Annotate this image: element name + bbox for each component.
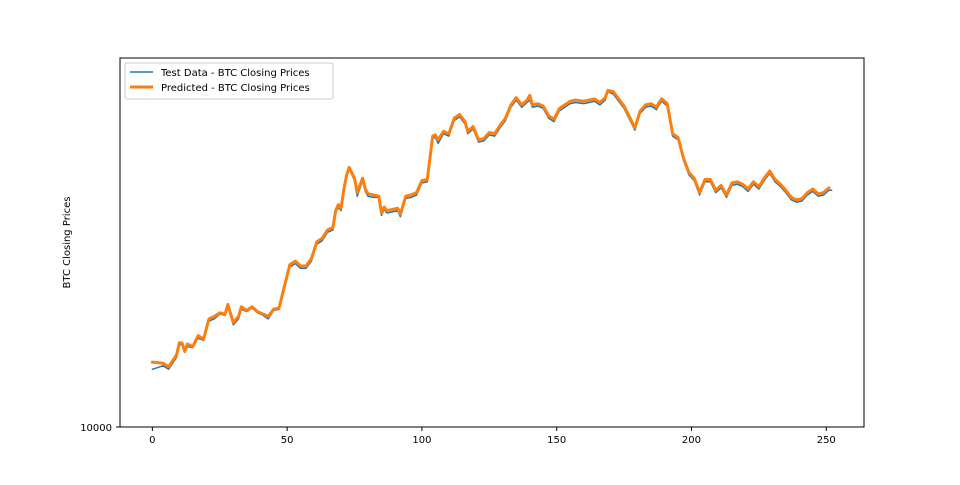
x-tick-label: 100 (412, 435, 431, 446)
plot-area (150, 88, 833, 371)
legend-box (124, 62, 334, 100)
legend: Test Data - BTC Closing Prices Predicted… (124, 62, 334, 100)
x-tick-label: 150 (547, 435, 566, 446)
series-line-predicted (150, 88, 831, 369)
y-axis: 10000 (80, 423, 120, 434)
x-tick-label: 250 (817, 435, 836, 446)
x-tick-label: 200 (682, 435, 701, 446)
legend-label-test-data: Test Data - BTC Closing Prices (160, 68, 310, 79)
y-axis-label: BTC Closing Prices (62, 197, 73, 289)
axes-frame (119, 57, 865, 428)
legend-label-predicted: Predicted - BTC Closing Prices (161, 83, 310, 94)
x-tick-label: 50 (281, 435, 294, 446)
y-tick-label: 10000 (80, 423, 112, 434)
x-axis: 0 50 100 150 200 250 (149, 427, 836, 446)
x-tick-label: 0 (149, 435, 155, 446)
